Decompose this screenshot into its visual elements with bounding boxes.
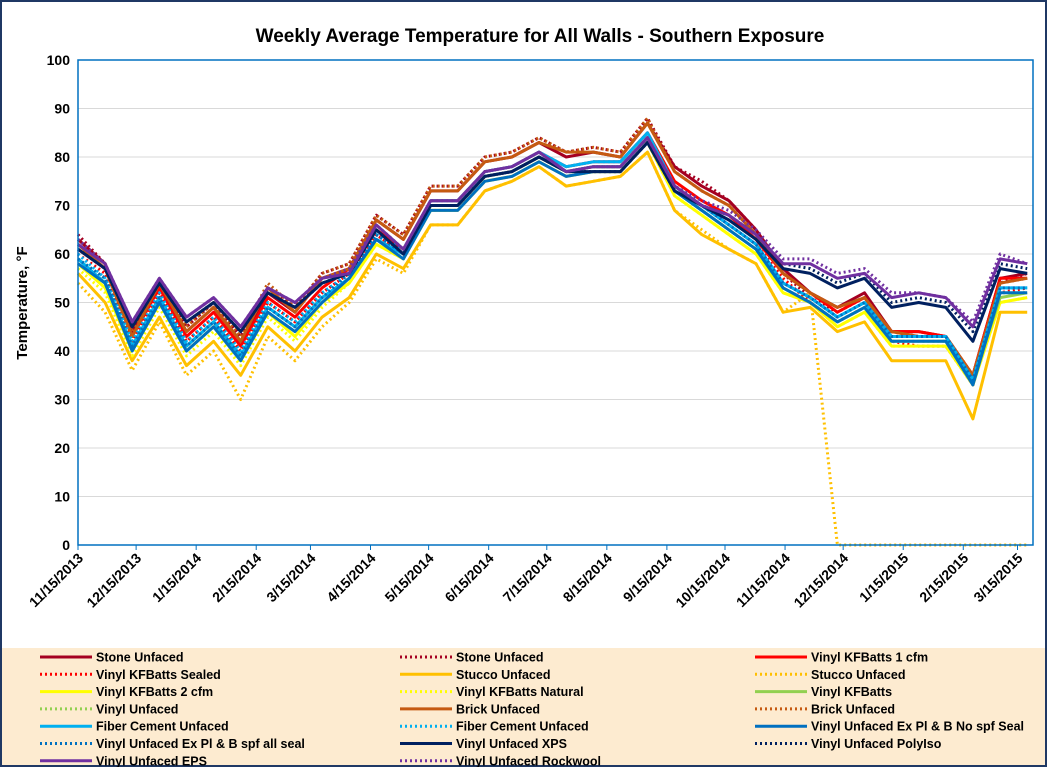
legend-label: Vinyl Unfaced Rockwool	[456, 754, 601, 767]
legend-label: Vinyl Unfaced EPS	[96, 754, 207, 767]
legend-background	[2, 648, 1045, 765]
series-line	[77, 141, 1028, 387]
legend-label: Vinyl Unfaced	[96, 702, 178, 716]
y-tick-label: 70	[54, 198, 70, 214]
y-tick-label: 10	[54, 489, 70, 505]
legend-label: Brick Unfaced	[456, 702, 540, 716]
chart-title: Weekly Average Temperature for All Walls…	[256, 26, 825, 47]
legend-label: Stucco Unfaced	[456, 668, 550, 682]
legend: Stone Unfaced Stone Unfaced Vinyl KFBatts …	[40, 651, 1024, 768]
series-line	[76, 116, 1028, 377]
y-tick-label: 80	[54, 149, 70, 165]
series-line	[76, 121, 1028, 377]
y-tick-label: 40	[54, 343, 70, 359]
legend-label: Fiber Cement Unfaced	[96, 720, 229, 734]
y-axis-label: Temperature, °F	[14, 246, 31, 359]
legend-label: Vinyl KFBatts 2 cfm	[96, 685, 213, 699]
series-line	[76, 150, 1028, 547]
legend-label: Stone Unfaced	[96, 651, 184, 665]
series-line	[76, 136, 1028, 329]
y-tick-label: 90	[54, 101, 70, 117]
y-tick-label: 0	[62, 537, 70, 553]
legend-label: Fiber Cement Unfaced	[456, 720, 589, 734]
legend-label: Vinyl KFBatts	[811, 685, 892, 699]
plot-border	[77, 59, 1034, 546]
series-line	[76, 131, 1028, 382]
y-tick-label: 60	[54, 246, 70, 262]
legend-label: Vinyl Unfaced Ex Pl & B spf all seal	[96, 737, 305, 751]
legend-label: Vinyl Unfaced PolyIso	[811, 737, 942, 751]
legend-label: Vinyl KFBatts Sealed	[96, 668, 221, 682]
series-line	[77, 141, 1028, 334]
legend-label: Stucco Unfaced	[811, 668, 905, 682]
legend-label: Vinyl KFBatts Natural	[456, 685, 584, 699]
legend-label: Vinyl Unfaced Ex Pl & B No spf Seal	[811, 720, 1024, 734]
legend-label: Brick Unfaced	[811, 702, 895, 716]
y-tick-label: 20	[54, 440, 70, 456]
y-tick-label: 100	[47, 52, 71, 68]
legend-label: Vinyl KFBatts 1 cfm	[811, 651, 928, 665]
y-tick-label: 50	[54, 295, 70, 311]
legend-label: Stone Unfaced	[456, 651, 544, 665]
plot-lines	[76, 116, 1028, 547]
series-line	[77, 136, 1028, 382]
y-tick-label: 30	[54, 392, 70, 408]
legend-label: Vinyl Unfaced XPS	[456, 737, 567, 751]
